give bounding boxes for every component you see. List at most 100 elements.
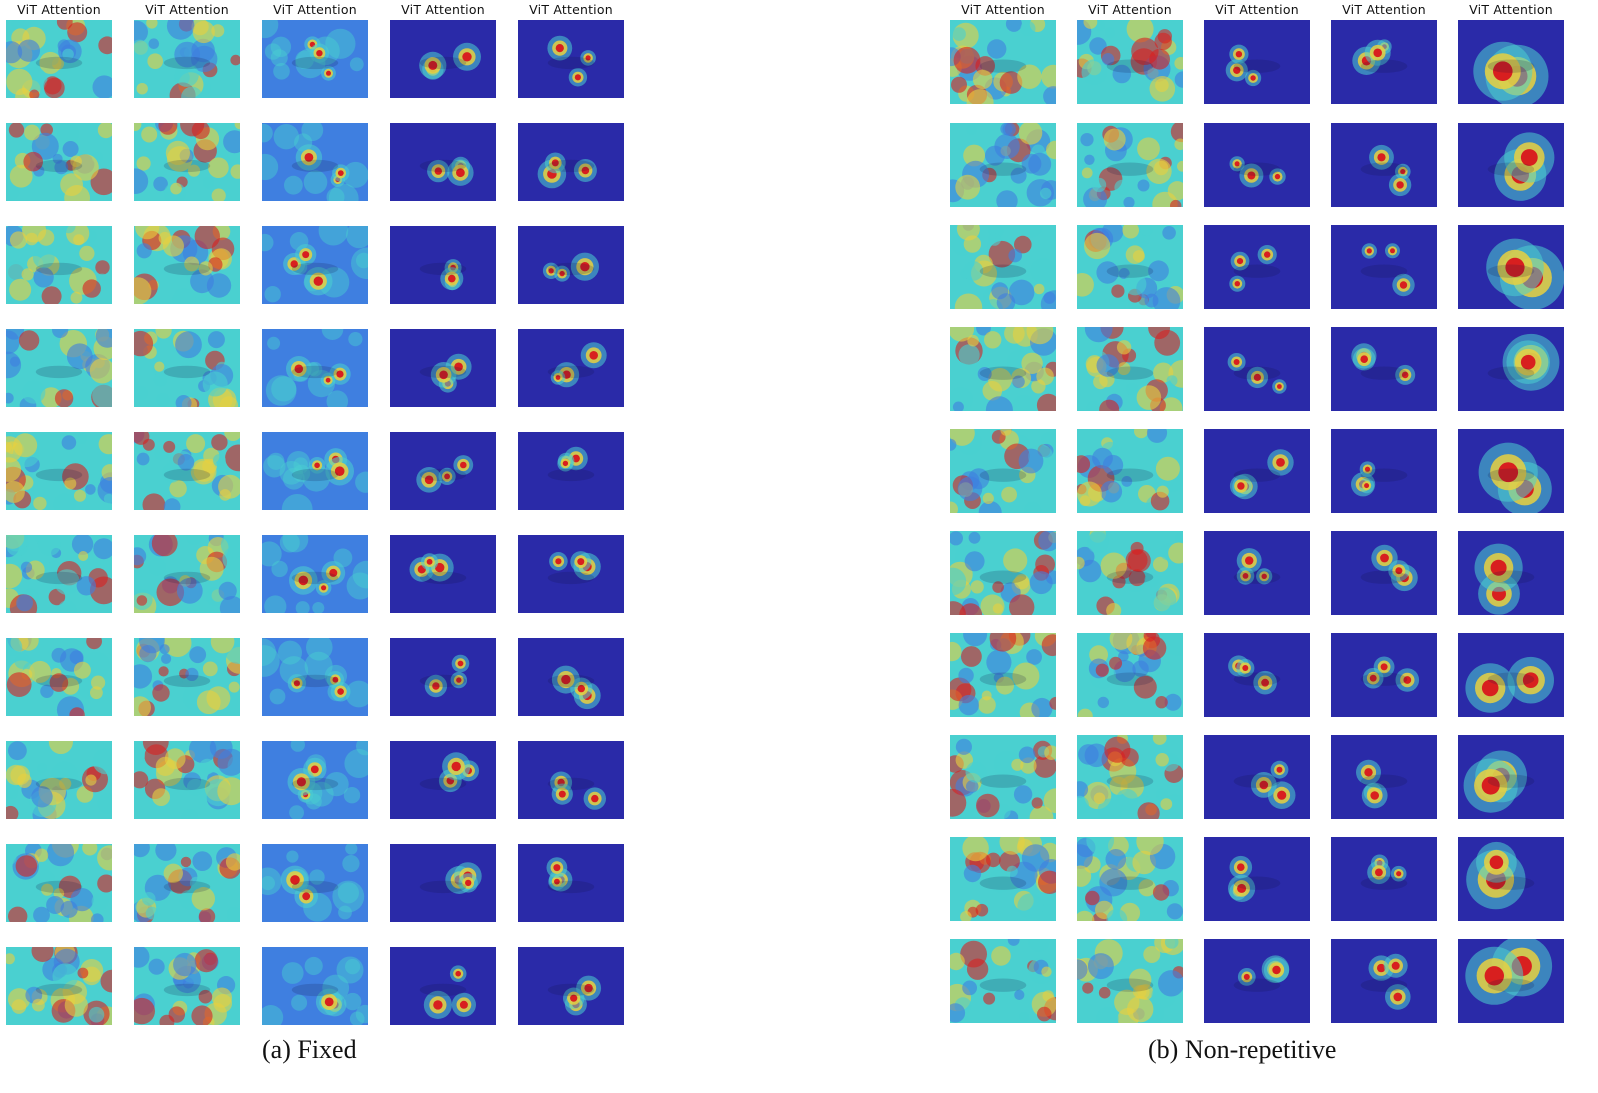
column-header: ViT Attention [1204,2,1310,17]
attention-map-bus [134,741,240,819]
attention-map-bird-nest [950,633,1056,717]
attention-map-person [262,535,368,613]
attention-map-airplane [6,20,112,98]
attention-map-airplane-in-sky [1204,123,1310,207]
attention-map-aircraft [1458,939,1564,1023]
attention-map-bench [390,226,496,304]
attention-map-person [1458,531,1564,615]
attention-map-bird-nest [390,638,496,716]
attention-map-railing [1077,837,1183,921]
attention-map-person [390,535,496,613]
attention-map-bus [1204,735,1310,819]
attention-map-airplane [390,20,496,98]
panel-caption: (a) Fixed [262,1035,357,1065]
attention-map-person [134,535,240,613]
attention-map-railing [134,844,240,922]
attention-map-railing [262,844,368,922]
attention-map-airplane-in-sky [134,123,240,201]
attention-map-bus [262,741,368,819]
attention-map-bird-nest [262,638,368,716]
attention-map-person [950,531,1056,615]
attention-map-bird-nest [518,638,624,716]
attention-map-aircraft [134,947,240,1025]
column-header: ViT Attention [1077,2,1183,17]
attention-map-bird-nest [1204,633,1310,717]
column-header: ViT Attention [390,2,496,17]
attention-map-aircraft [390,947,496,1025]
column-header: ViT Attention [6,2,112,17]
attention-map-bird-nest [1331,633,1437,717]
attention-map-car [262,329,368,407]
attention-map-person [1331,531,1437,615]
panel-caption: (b) Non-repetitive [1148,1035,1336,1065]
attention-map-car [950,327,1056,411]
attention-map-bench [1458,225,1564,309]
attention-map-person [518,535,624,613]
column-header: ViT Attention [1331,2,1437,17]
attention-map-bus [1331,735,1437,819]
attention-map-airplane-in-sky [1458,123,1564,207]
attention-map-railing [1331,837,1437,921]
attention-map-bird-nest [1077,633,1183,717]
attention-map-ceiling-light [950,429,1056,513]
attention-map-ceiling-light [262,432,368,510]
column-header: ViT Attention [1458,2,1564,17]
attention-map-airplane [950,20,1056,104]
column-header: ViT Attention [262,2,368,17]
attention-map-person [1204,531,1310,615]
attention-map-airplane-in-sky [6,123,112,201]
attention-map-airplane [262,20,368,98]
attention-map-airplane-in-sky [262,123,368,201]
attention-map-ceiling-light [1458,429,1564,513]
attention-map-airplane [1204,20,1310,104]
attention-map-car [518,329,624,407]
attention-map-airplane-in-sky [518,123,624,201]
attention-map-ceiling-light [1204,429,1310,513]
attention-map-bench [6,226,112,304]
attention-map-bench [950,225,1056,309]
attention-map-railing [518,844,624,922]
attention-map-airplane [134,20,240,98]
attention-map-ceiling-light [6,432,112,510]
attention-map-bird-nest [1458,633,1564,717]
attention-map-ceiling-light [134,432,240,510]
attention-map-airplane-in-sky [390,123,496,201]
attention-map-airplane [1331,20,1437,104]
attention-map-railing [1458,837,1564,921]
column-header: ViT Attention [134,2,240,17]
attention-map-bench [262,226,368,304]
attention-map-aircraft [518,947,624,1025]
attention-map-ceiling-light [518,432,624,510]
attention-map-airplane-in-sky [1331,123,1437,207]
attention-map-aircraft [950,939,1056,1023]
attention-map-railing [390,844,496,922]
attention-map-bench [134,226,240,304]
attention-map-bus [1458,735,1564,819]
attention-map-car [6,329,112,407]
attention-map-aircraft [262,947,368,1025]
attention-map-ceiling-light [1077,429,1183,513]
attention-map-bench [518,226,624,304]
attention-map-airplane [1077,20,1183,104]
attention-map-bench [1077,225,1183,309]
attention-map-ceiling-light [390,432,496,510]
attention-map-bus [518,741,624,819]
attention-map-person [6,535,112,613]
attention-map-railing [6,844,112,922]
attention-map-ceiling-light [1331,429,1437,513]
attention-map-aircraft [1331,939,1437,1023]
attention-map-bus [950,735,1056,819]
attention-map-person [1077,531,1183,615]
attention-map-aircraft [6,947,112,1025]
attention-map-car [1077,327,1183,411]
attention-map-railing [950,837,1056,921]
attention-map-airplane [1458,20,1564,104]
attention-map-car [1331,327,1437,411]
attention-map-airplane-in-sky [950,123,1056,207]
attention-map-bird-nest [134,638,240,716]
column-header: ViT Attention [518,2,624,17]
attention-map-railing [1204,837,1310,921]
column-header: ViT Attention [950,2,1056,17]
attention-map-airplane [518,20,624,98]
attention-map-bench [1204,225,1310,309]
